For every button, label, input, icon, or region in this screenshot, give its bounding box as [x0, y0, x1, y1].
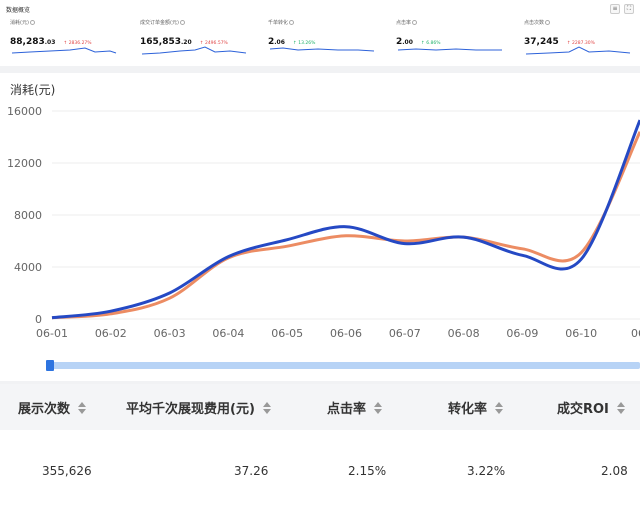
x-tick-label: 06-10 [565, 327, 597, 340]
kpi-change: 13.26% [298, 41, 316, 46]
y-tick-label: 8000 [14, 209, 42, 222]
table-cell-ctr: 2.15% [348, 464, 387, 478]
column-header-cpm[interactable]: 平均千次展现费用(元) [126, 398, 271, 417]
column-header-impressions[interactable]: 展示次数 [18, 398, 87, 417]
table-header: 展示次数 平均千次展现费用(元) 点击率 转化率 成交ROI [0, 384, 640, 430]
kpi-sparkline [397, 48, 502, 51]
y-tick-label: 16000 [7, 105, 42, 118]
x-tick-label: 06-06 [330, 327, 362, 340]
arrow-up-icon: ↑ [199, 41, 204, 46]
kpi-sparkline [525, 46, 631, 55]
kpi-decimal: .06 [274, 39, 285, 46]
kpi-value: 37,245 [524, 37, 559, 47]
x-tick-label: 06-04 [212, 327, 244, 340]
kpi-card-spend[interactable]: 消耗(元) 88,283.03 ↑ 2836.27% [10, 19, 120, 63]
overview-panel: 数据概览 ≡ ⛶ 消耗(元) 88,283.03 ↑ 2836.27% 成交订单… [0, 0, 640, 66]
sort-icon[interactable] [495, 401, 504, 414]
table-cell-cpm: 37.26 [234, 464, 269, 478]
sort-icon[interactable] [374, 401, 383, 414]
x-tick-label: 06-07 [389, 327, 421, 340]
column-header-cvr[interactable]: 转化率 [448, 398, 504, 417]
series-line-orange[interactable] [51, 131, 640, 320]
y-tick-label: 0 [35, 313, 42, 326]
column-header-roi[interactable]: 成交ROI [557, 398, 625, 417]
kpi-label: 点击次数 [524, 20, 545, 26]
arrow-up-icon: ↑ [63, 41, 68, 46]
x-tick-label: 06-05 [271, 327, 303, 340]
chart-title: 消耗(元) [10, 83, 56, 97]
kpi-card-conversion[interactable]: 千单转化 2.06 ↑ 13.26% [268, 19, 378, 63]
kpi-value: 2 [396, 37, 403, 47]
kpi-decimal: .03 [44, 39, 56, 46]
overview-actions: ≡ ⛶ [610, 4, 634, 14]
info-icon[interactable] [412, 20, 418, 25]
grid-icon[interactable]: ≡ [610, 4, 620, 14]
table-cell-roi: 2.08 [601, 464, 628, 478]
table-cell-impressions: 355,626 [42, 464, 92, 478]
sort-icon[interactable] [262, 401, 271, 414]
slider-handle[interactable] [46, 360, 54, 371]
arrow-up-icon: ↑ [421, 41, 425, 46]
overview-title: 数据概览 [6, 7, 31, 14]
kpi-value: 88,283 [10, 37, 45, 47]
info-icon[interactable] [29, 20, 35, 25]
x-tick-label: 06- [631, 327, 640, 340]
kpi-label: 消耗(元) [10, 20, 29, 26]
kpi-change: 2836.27% [68, 41, 92, 46]
kpi-change: 2287.30% [572, 41, 595, 46]
kpi-value: 2 [268, 37, 275, 47]
x-tick-label: 06-01 [36, 327, 68, 340]
sort-icon[interactable] [616, 401, 625, 414]
kpi-value: 165,853 [140, 37, 181, 47]
sort-icon[interactable] [78, 401, 87, 414]
kpi-card-gmv[interactable]: 成交订单金额(元) 165,853.20 ↑ 2496.57% [140, 19, 250, 63]
x-tick-label: 06-08 [448, 327, 480, 340]
kpi-change: 6.86% [426, 41, 441, 46]
data-zoom-slider[interactable] [48, 362, 640, 369]
kpi-decimal: .20 [181, 39, 192, 46]
kpi-sparkline [11, 47, 117, 54]
kpi-label: 成交订单金额(元) [140, 20, 179, 26]
metrics-table: 展示次数 平均千次展现费用(元) 点击率 转化率 成交ROI 355,626 3… [0, 384, 640, 505]
kpi-sparkline [269, 47, 375, 52]
arrow-up-icon: ↑ [566, 41, 571, 46]
chart-panel: 消耗(元) 0 4000 8000 12000 16000 06-01 06-02 06-03… [0, 73, 640, 381]
kpi-label: 千单转化 [268, 20, 289, 26]
kpi-decimal: .00 [402, 39, 413, 46]
info-icon[interactable] [289, 20, 295, 25]
info-icon[interactable] [545, 20, 551, 25]
kpi-label: 点击率 [396, 20, 412, 26]
kpi-card-clicks[interactable]: 点击次数 37,245 ↑ 2287.30% [524, 19, 634, 63]
kpi-card-ctr[interactable]: 点击率 2.00 ↑ 6.86% [396, 19, 506, 63]
table-cell-cvr: 3.22% [467, 464, 506, 478]
x-tick-label: 06-09 [506, 327, 538, 340]
expand-icon[interactable]: ⛶ [624, 4, 634, 14]
line-chart: 0 4000 8000 12000 16000 06-01 06-02 06-03 06-04 0… [7, 105, 640, 340]
x-tick-label: 06-02 [95, 327, 127, 340]
series-line-blue[interactable] [51, 119, 640, 320]
x-tick-label: 06-03 [154, 327, 186, 340]
arrow-up-icon: ↑ [293, 41, 297, 46]
y-tick-label: 12000 [7, 157, 42, 170]
column-header-ctr[interactable]: 点击率 [327, 398, 383, 417]
y-tick-label: 4000 [14, 261, 42, 274]
info-icon[interactable] [179, 20, 185, 25]
kpi-sparkline [141, 46, 247, 55]
kpi-change: 2496.57% [204, 41, 228, 46]
